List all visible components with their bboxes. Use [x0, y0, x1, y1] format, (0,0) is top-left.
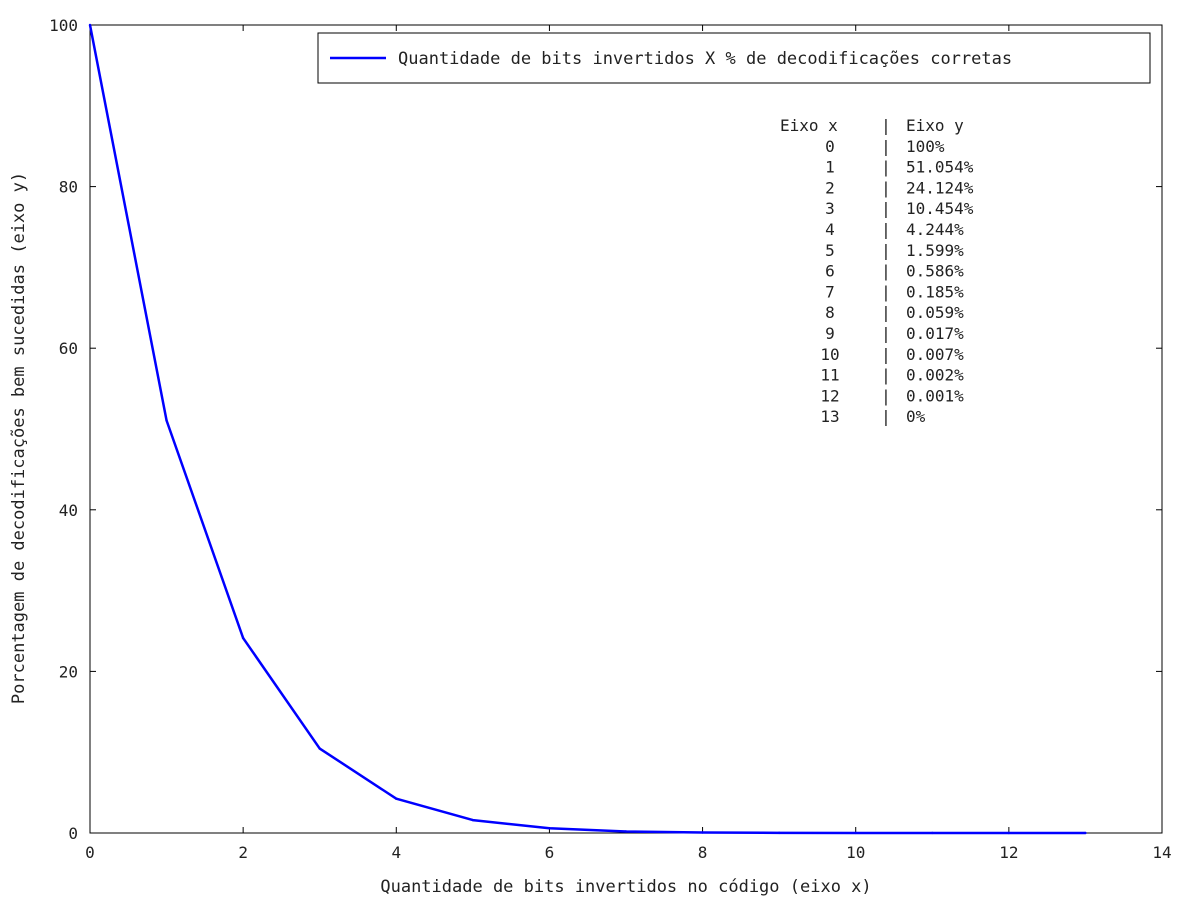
annotation-row-y: 0.001%	[906, 386, 964, 405]
annotation-row-y: 4.244%	[906, 220, 964, 239]
axis-ticks	[89, 24, 1163, 834]
annotation-separator: |	[881, 220, 891, 239]
x-tick-label: 10	[846, 843, 865, 862]
data-point	[1007, 831, 1011, 835]
data-point	[471, 818, 475, 822]
data-point	[931, 831, 934, 835]
annotation-separator: |	[881, 386, 891, 405]
annotation-table: Eixo x | Eixo y0 | 100%1 | 51.054%2 | 24.124%3 | 1…	[780, 116, 974, 426]
annotation-separator: |	[881, 116, 891, 135]
annotation-separator: |	[881, 324, 891, 343]
x-tick-label: 2	[238, 843, 248, 862]
annotation-row-x: 1	[825, 158, 835, 177]
annotation-row-y: 10.454%	[906, 199, 974, 218]
annotation-row-y: 0.002%	[906, 366, 964, 385]
annotation-row-x: 7	[825, 282, 835, 301]
y-tick-label: 0	[68, 824, 78, 843]
annotation-separator: |	[881, 407, 891, 426]
x-tick-label: 4	[391, 843, 401, 862]
annotation-row-x: 2	[825, 178, 835, 197]
data-point	[701, 831, 704, 834]
y-tick-label: 40	[59, 501, 78, 520]
annotation-row-x: 9	[825, 324, 835, 343]
annotation-separator: |	[881, 199, 891, 218]
annotation-header-x: Eixo x	[780, 116, 838, 135]
data-point	[548, 827, 551, 830]
annotation-row-x: 0	[825, 137, 835, 156]
x-axis-title: Quantidade de bits invertidos no código …	[380, 877, 871, 897]
x-tick-label: 12	[999, 843, 1018, 862]
y-tick-labels: 0 20 40 60 80 100	[49, 16, 78, 843]
x-tick-labels: 0 2 4 6 8 10 12 14	[85, 843, 1171, 862]
annotation-separator: |	[881, 137, 891, 156]
series-layer	[88, 23, 1087, 835]
data-point	[624, 830, 628, 833]
y-tick-label: 100	[49, 16, 78, 35]
y-tick-label: 60	[59, 339, 78, 358]
data-point	[395, 797, 398, 800]
data-point	[88, 23, 92, 27]
x-tick-label: 8	[698, 843, 708, 862]
annotation-row-x: 12	[820, 386, 839, 405]
x-tick-label: 0	[85, 843, 95, 862]
data-point	[241, 636, 245, 640]
annotation-row-y: 51.054%	[906, 158, 974, 177]
annotation-header-y: Eixo y	[906, 116, 964, 135]
annotation-row-x: 3	[825, 199, 835, 218]
plot-frame	[89, 24, 1163, 834]
annotation-row-y: 100%	[906, 137, 945, 156]
series-line	[88, 24, 1086, 835]
annotation-row-x: 8	[825, 303, 835, 322]
x-tick-label: 14	[1152, 843, 1171, 862]
annotation-row-y: 1.599%	[906, 241, 964, 260]
annotation-row-x: 5	[825, 241, 835, 260]
annotation-separator: |	[881, 345, 891, 364]
legend-label: Quantidade de bits invertidos X % de dec…	[398, 49, 1012, 69]
data-point	[318, 747, 321, 750]
annotation-row-y: 0.007%	[906, 345, 964, 364]
annotation-row-x: 4	[825, 220, 835, 239]
annotation-separator: |	[881, 366, 891, 385]
data-point	[777, 831, 781, 835]
annotation-separator: |	[881, 178, 891, 197]
x-tick-label: 6	[545, 843, 555, 862]
annotation-row-y: 0.586%	[906, 262, 964, 281]
annotation-row-x: 6	[825, 262, 835, 281]
data-point	[854, 831, 857, 835]
annotation-separator: |	[881, 303, 891, 322]
annotation-row-x: 13	[820, 407, 839, 426]
y-axis-title: Porcentagem de decodificações bem sucedi…	[9, 172, 29, 704]
data-point	[165, 419, 168, 422]
annotation-row-y: 0.185%	[906, 282, 964, 301]
annotation-separator: |	[881, 241, 891, 260]
annotation-row-x: 11	[820, 366, 839, 385]
y-tick-label: 80	[59, 178, 78, 197]
annotation-row-y: 0.017%	[906, 324, 964, 343]
annotation-separator: |	[881, 282, 891, 301]
legend-box	[317, 32, 1151, 84]
annotation-row-y: 24.124%	[906, 178, 974, 197]
annotation-row-x: 10	[820, 345, 839, 364]
annotation-separator: |	[881, 158, 891, 177]
data-point	[1084, 831, 1087, 835]
annotation-row-y: 0%	[906, 407, 926, 426]
annotation-separator: |	[881, 262, 891, 281]
y-tick-label: 20	[59, 662, 78, 681]
legend: Quantidade de bits invertidos X % de dec…	[317, 32, 1151, 84]
annotation-row-y: 0.059%	[906, 303, 964, 322]
